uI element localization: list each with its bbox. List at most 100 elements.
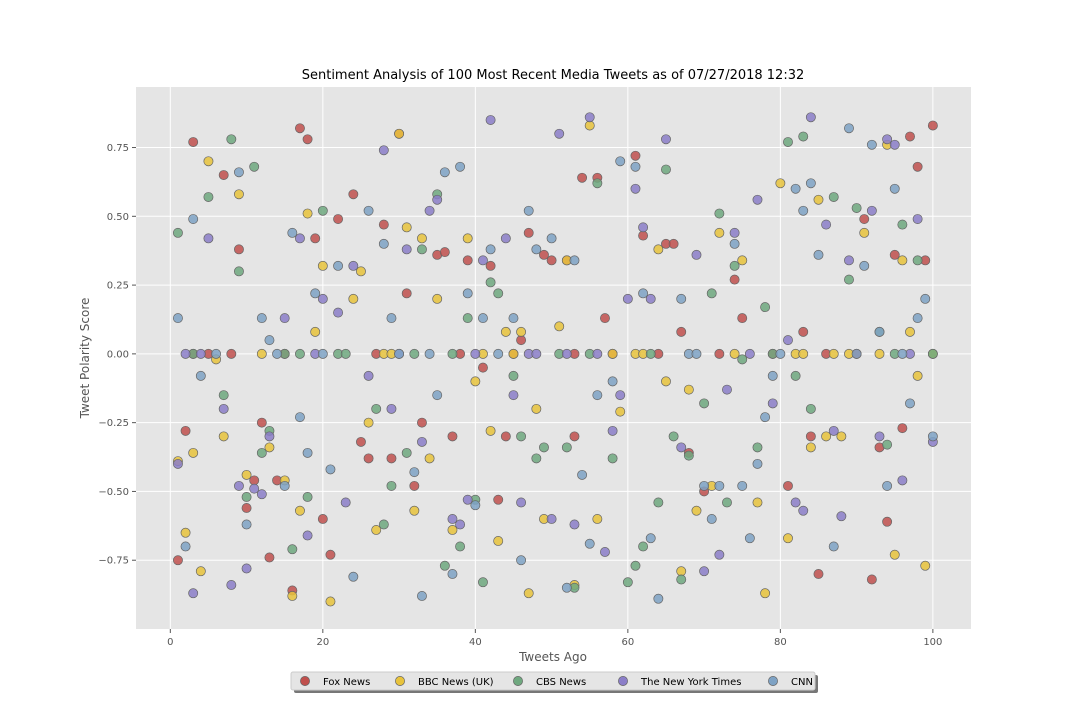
y-tick-label: 0.50	[107, 212, 129, 223]
point-cbs-news	[844, 274, 854, 285]
point-cnn	[325, 464, 336, 475]
point-bbc-news-uk	[417, 233, 427, 244]
point-cnn	[775, 348, 786, 359]
point-bbc-news-uk	[615, 406, 626, 417]
chart-title: Sentiment Analysis of 100 Most Recent Me…	[302, 68, 805, 83]
point-cnn	[889, 183, 900, 194]
point-bbc-news-uk	[233, 189, 244, 200]
point-cnn	[920, 293, 931, 304]
legend-label-cbs-news: CBS News	[536, 677, 586, 688]
x-axis-label: Tweets Ago	[518, 650, 587, 664]
point-the-new-york-times	[203, 233, 214, 244]
point-fox-news	[729, 274, 740, 285]
point-the-new-york-times	[294, 233, 305, 244]
y-axis-ticks: −0.75 −0.50 −0.25 0.00 0.25 0.50 0.75	[98, 143, 136, 567]
point-cnn	[531, 244, 542, 255]
point-cnn	[470, 500, 481, 511]
point-cbs-news	[294, 348, 305, 359]
y-tick-label: 0.00	[107, 349, 129, 360]
point-cnn	[211, 348, 222, 359]
point-cnn	[607, 376, 618, 387]
point-fox-news	[798, 326, 809, 337]
point-cnn	[912, 313, 923, 324]
point-cbs-news	[462, 313, 473, 324]
point-bbc-news-uk	[912, 370, 923, 381]
point-the-new-york-times	[866, 205, 877, 216]
point-fox-news	[386, 453, 397, 464]
point-the-new-york-times	[447, 513, 458, 524]
point-cnn	[805, 178, 816, 189]
point-cnn	[767, 370, 778, 381]
point-bbc-news-uk	[874, 348, 885, 359]
point-the-new-york-times	[752, 194, 763, 205]
point-cbs-news	[676, 574, 687, 585]
point-bbc-news-uk	[897, 255, 908, 266]
point-cnn	[516, 555, 527, 566]
point-the-new-york-times	[455, 519, 466, 530]
point-cnn	[279, 480, 290, 491]
point-fox-news	[859, 214, 870, 225]
point-fox-news	[256, 417, 267, 428]
point-the-new-york-times	[378, 145, 389, 156]
point-cnn	[653, 593, 664, 604]
point-fox-news	[478, 362, 488, 373]
point-the-new-york-times	[233, 480, 244, 491]
point-fox-news	[905, 131, 915, 142]
point-the-new-york-times	[180, 348, 191, 359]
point-the-new-york-times	[783, 335, 793, 346]
point-fox-news	[600, 313, 610, 324]
point-fox-news	[737, 313, 748, 324]
point-cnn	[386, 313, 397, 324]
point-the-new-york-times	[249, 483, 260, 494]
point-cnn	[363, 205, 374, 216]
point-cnn	[455, 161, 466, 172]
point-bbc-news-uk	[500, 326, 511, 337]
point-bbc-news-uk	[592, 513, 603, 524]
point-fox-news	[417, 417, 427, 428]
point-bbc-news-uk	[363, 417, 374, 428]
point-the-new-york-times	[386, 403, 397, 414]
point-fox-news	[233, 244, 244, 255]
point-cbs-news	[714, 208, 725, 219]
point-fox-news	[188, 137, 199, 147]
point-cbs-news	[729, 260, 740, 271]
point-the-new-york-times	[172, 458, 183, 469]
point-cnn	[432, 390, 443, 401]
point-the-new-york-times	[348, 260, 359, 271]
y-tick-label: 0.75	[107, 143, 129, 154]
point-bbc-news-uk	[775, 178, 786, 189]
point-the-new-york-times	[279, 313, 290, 324]
point-cbs-news	[912, 255, 923, 266]
point-bbc-news-uk	[287, 591, 298, 601]
point-bbc-news-uk	[195, 566, 206, 577]
point-fox-news	[226, 348, 237, 359]
legend-label-bbc-news-uk: BBC News (UK)	[418, 677, 494, 688]
point-cbs-news	[798, 131, 809, 142]
point-bbc-news-uk	[302, 208, 313, 219]
point-bbc-news-uk	[188, 447, 199, 458]
point-cbs-news	[927, 348, 938, 359]
point-bbc-news-uk	[356, 266, 366, 277]
point-the-new-york-times	[836, 511, 847, 522]
point-cbs-news	[790, 370, 801, 381]
point-fox-news	[676, 326, 687, 337]
point-bbc-news-uk	[294, 505, 305, 516]
point-cnn	[859, 260, 870, 271]
point-cbs-news	[478, 577, 488, 588]
point-fox-news	[546, 255, 557, 266]
point-the-new-york-times	[462, 494, 473, 505]
point-cnn	[287, 227, 298, 238]
legend-label-the-new-york-times: The New York Times	[640, 677, 741, 688]
point-bbc-news-uk	[432, 293, 443, 304]
point-bbc-news-uk	[752, 497, 763, 508]
point-fox-news	[218, 170, 229, 180]
point-the-new-york-times	[874, 431, 885, 442]
point-fox-news	[500, 431, 511, 442]
point-cnn	[638, 288, 649, 299]
point-bbc-news-uk	[203, 156, 214, 167]
point-bbc-news-uk	[889, 549, 900, 560]
point-bbc-news-uk	[691, 505, 702, 516]
point-cbs-news	[760, 302, 771, 313]
x-tick-label: 80	[774, 637, 787, 648]
point-cnn	[180, 541, 191, 552]
